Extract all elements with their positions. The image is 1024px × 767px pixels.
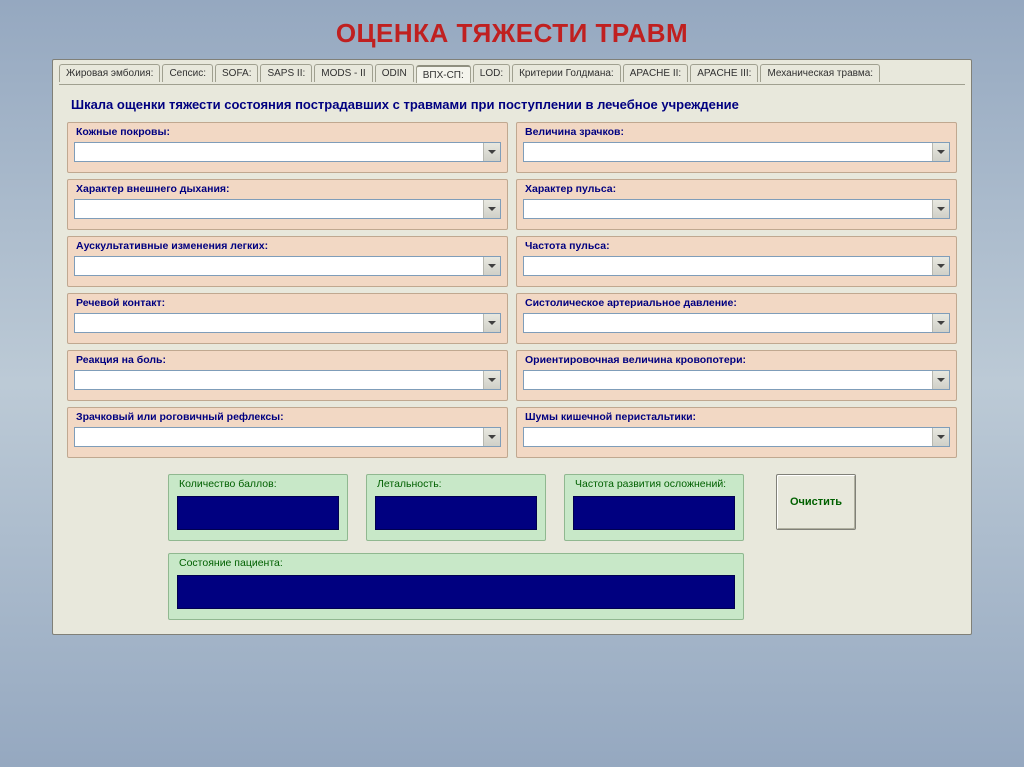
- field-label: Речевой контакт:: [74, 296, 501, 313]
- tab-5[interactable]: ODIN: [375, 64, 414, 82]
- chevron-down-icon[interactable]: [483, 200, 500, 218]
- chevron-down-icon[interactable]: [932, 371, 949, 389]
- clear-button-wrap: Очистить: [756, 474, 856, 536]
- field-label: Характер внешнего дыхания:: [74, 182, 501, 199]
- chevron-down-icon[interactable]: [932, 257, 949, 275]
- result-value: [177, 575, 735, 609]
- tab-10[interactable]: APACHE III:: [690, 64, 758, 82]
- field-label: Аускультативные изменения легких:: [74, 239, 501, 256]
- dropdown[interactable]: [74, 199, 501, 219]
- dropdown[interactable]: [523, 256, 950, 276]
- form-field: Ориентировочная величина кровопотери:: [516, 350, 957, 401]
- result-label: Летальность:: [375, 477, 537, 496]
- results-column: Количество баллов: Летальность: Частота …: [168, 474, 744, 620]
- dropdown-value: [524, 257, 932, 275]
- field-label: Кожные покровы:: [74, 125, 501, 142]
- dropdown-value: [75, 428, 483, 446]
- result-value: [375, 496, 537, 530]
- chevron-down-icon[interactable]: [483, 428, 500, 446]
- dropdown[interactable]: [523, 370, 950, 390]
- result-value: [573, 496, 735, 530]
- form-field: Аускультативные изменения легких:: [67, 236, 508, 287]
- tab-1[interactable]: Сепсис:: [162, 64, 213, 82]
- form-field: Речевой контакт:: [67, 293, 508, 344]
- field-label: Зрачковый или роговичный рефлексы:: [74, 410, 501, 427]
- chevron-down-icon[interactable]: [932, 314, 949, 332]
- dropdown-value: [75, 143, 483, 161]
- dropdown[interactable]: [74, 427, 501, 447]
- dropdown[interactable]: [523, 142, 950, 162]
- result-label: Количество баллов:: [177, 477, 339, 496]
- result-label: Состояние пациента:: [177, 556, 735, 575]
- chevron-down-icon[interactable]: [932, 200, 949, 218]
- result-value: [177, 496, 339, 530]
- form-field: Реакция на боль:: [67, 350, 508, 401]
- dropdown-value: [524, 200, 932, 218]
- tab-0[interactable]: Жировая эмболия:: [59, 64, 160, 82]
- dropdown-value: [75, 200, 483, 218]
- dropdown[interactable]: [523, 427, 950, 447]
- dropdown[interactable]: [74, 313, 501, 333]
- form-field: Характер внешнего дыхания:: [67, 179, 508, 230]
- form-field: Частота пульса:: [516, 236, 957, 287]
- results-area: Количество баллов: Летальность: Частота …: [63, 458, 961, 620]
- field-label: Величина зрачков:: [523, 125, 950, 142]
- dropdown-value: [524, 428, 932, 446]
- field-label: Ориентировочная величина кровопотери:: [523, 353, 950, 370]
- tab-7[interactable]: LOD:: [473, 64, 510, 82]
- tab-8[interactable]: Критерии Голдмана:: [512, 64, 621, 82]
- tab-6[interactable]: ВПХ-СП:: [416, 65, 471, 83]
- result-state: Состояние пациента:: [168, 553, 744, 620]
- app-window: Жировая эмболия:Сепсис:SOFA:SAPS II:MODS…: [52, 59, 972, 635]
- result-complications: Частота развития осложнений:: [564, 474, 744, 541]
- field-label: Характер пульса:: [523, 182, 950, 199]
- chevron-down-icon[interactable]: [932, 143, 949, 161]
- dropdown-value: [524, 371, 932, 389]
- results-top-row: Количество баллов: Летальность: Частота …: [168, 474, 744, 541]
- tab-9[interactable]: APACHE II:: [623, 64, 689, 82]
- chevron-down-icon[interactable]: [483, 257, 500, 275]
- chevron-down-icon[interactable]: [932, 428, 949, 446]
- dropdown[interactable]: [74, 256, 501, 276]
- dropdown[interactable]: [523, 199, 950, 219]
- dropdown[interactable]: [74, 142, 501, 162]
- form-field: Величина зрачков:: [516, 122, 957, 173]
- clear-button[interactable]: Очистить: [776, 474, 856, 530]
- tab-2[interactable]: SOFA:: [215, 64, 258, 82]
- result-lethality: Летальность:: [366, 474, 546, 541]
- form-grid: Кожные покровы: Величина зрачков: Характер…: [63, 122, 961, 458]
- dropdown-value: [75, 314, 483, 332]
- form-field: Кожные покровы:: [67, 122, 508, 173]
- form-field: Шумы кишечной перистальтики:: [516, 407, 957, 458]
- dropdown[interactable]: [74, 370, 501, 390]
- result-label: Частота развития осложнений:: [573, 477, 735, 496]
- panel-subtitle: Шкала ощенки тяжести состояния пострадав…: [63, 91, 961, 122]
- result-score: Количество баллов:: [168, 474, 348, 541]
- dropdown-value: [524, 314, 932, 332]
- tab-3[interactable]: SAPS II:: [260, 64, 312, 82]
- form-field: Зрачковый или роговичный рефлексы:: [67, 407, 508, 458]
- dropdown-value: [524, 143, 932, 161]
- chevron-down-icon[interactable]: [483, 314, 500, 332]
- tab-4[interactable]: MODS - II: [314, 64, 372, 82]
- field-label: Реакция на боль:: [74, 353, 501, 370]
- chevron-down-icon[interactable]: [483, 143, 500, 161]
- tabs-row: Жировая эмболия:Сепсис:SOFA:SAPS II:MODS…: [59, 64, 965, 85]
- tab-11[interactable]: Механическая травма:: [760, 64, 880, 82]
- form-field: Систолическое артериальное давление:: [516, 293, 957, 344]
- tab-panel: Шкала ощенки тяжести состояния пострадав…: [59, 85, 965, 624]
- field-label: Систолическое артериальное давление:: [523, 296, 950, 313]
- field-label: Частота пульса:: [523, 239, 950, 256]
- dropdown-value: [75, 257, 483, 275]
- form-field: Характер пульса:: [516, 179, 957, 230]
- page-title: ОЦЕНКА ТЯЖЕСТИ ТРАВМ: [0, 0, 1024, 59]
- field-label: Шумы кишечной перистальтики:: [523, 410, 950, 427]
- dropdown[interactable]: [523, 313, 950, 333]
- chevron-down-icon[interactable]: [483, 371, 500, 389]
- dropdown-value: [75, 371, 483, 389]
